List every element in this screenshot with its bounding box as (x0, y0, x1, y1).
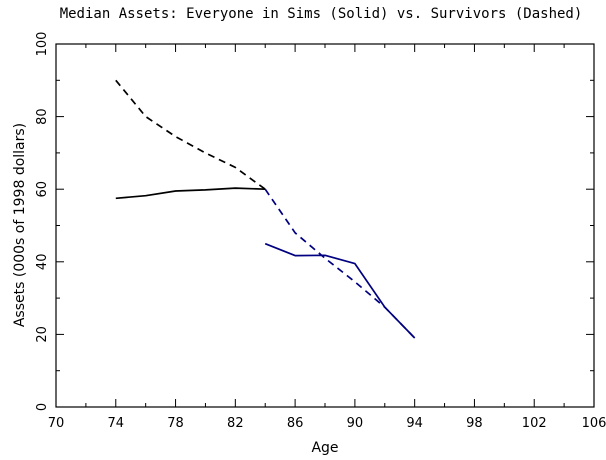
x-tick-label: 70 (48, 416, 65, 431)
plot-frame (55, 43, 595, 408)
x-tick-label: 74 (108, 416, 125, 431)
chart-title: Median Assets: Everyone in Sims (Solid) … (60, 6, 583, 22)
series-line-3-dashed (264, 188, 416, 339)
y-tick-label: 80 (35, 108, 50, 125)
x-tick-label: 78 (167, 416, 184, 431)
y-tick-label: 0 (35, 403, 50, 411)
series-line-2-solid (115, 187, 266, 200)
x-tick-label: 86 (287, 416, 304, 431)
x-tick-label: 90 (347, 416, 364, 431)
y-tick-label: 60 (35, 181, 50, 198)
x-tick-label: 106 (582, 416, 606, 431)
y-tick-label: 20 (35, 326, 50, 343)
series-line-4-solid (264, 242, 416, 339)
x-tick-label: 102 (522, 416, 547, 431)
y-axis-label: Assets (000s of 1998 dollars) (12, 123, 28, 327)
x-tick-label: 98 (466, 416, 483, 431)
y-tick-label: 40 (35, 254, 50, 271)
series-line-1-dashed (115, 79, 266, 190)
plot-area: 70 74 78 82 86 90 94 98 102 106 0 20 40 60 80 100 (35, 32, 606, 431)
x-axis-label: Age (311, 440, 338, 456)
x-tick-label: 82 (227, 416, 244, 431)
x-tick-label: 94 (406, 416, 423, 431)
y-tick-label: 100 (35, 32, 50, 57)
